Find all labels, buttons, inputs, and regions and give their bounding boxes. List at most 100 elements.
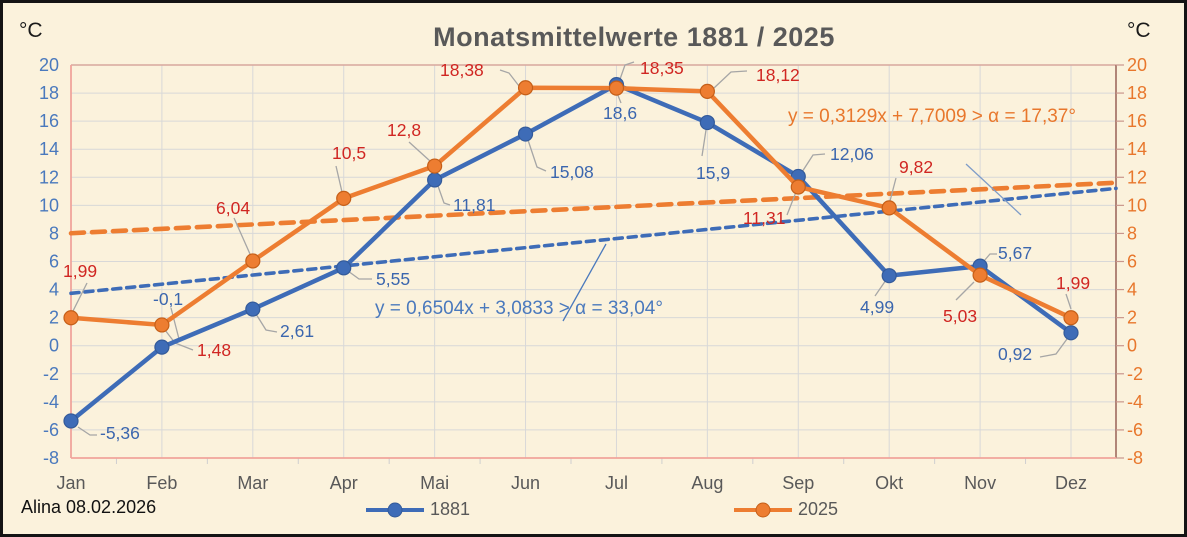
point-1881-Jan[interactable] xyxy=(63,413,79,429)
y-tick-label-left: 6 xyxy=(49,252,59,272)
y-tick-label-right: -4 xyxy=(1127,392,1143,412)
data-label-2025-Nov: 5,03 xyxy=(943,306,977,326)
y-tick-label-right: 4 xyxy=(1127,280,1137,300)
y-tick-label-left: 20 xyxy=(39,55,59,75)
point-2025-Feb[interactable] xyxy=(154,317,170,333)
data-label-2025-Jun: 18,38 xyxy=(440,60,484,80)
point-2025-Sep[interactable] xyxy=(790,179,806,195)
legend-label: 1881 xyxy=(430,499,471,519)
data-labels-1881: -5,36 -0,1 2,61 5,55 11,81 15,08 18,6 15,9 12,06… xyxy=(100,103,1032,443)
x-axis-label-Apr: Apr xyxy=(329,473,358,493)
y-tick-label-left: -6 xyxy=(43,420,59,440)
leader-line xyxy=(527,139,547,172)
point-1881-Aug[interactable] xyxy=(699,114,715,131)
series-1881 xyxy=(63,77,1079,429)
leader-line xyxy=(786,191,797,216)
data-label-1881-Mar: 2,61 xyxy=(280,321,314,341)
point-2025-Jan[interactable] xyxy=(63,310,79,326)
leader-line xyxy=(713,70,748,89)
legend-item-2025[interactable]: 2025 xyxy=(734,499,838,520)
leader-line xyxy=(499,69,520,87)
data-label-2025-Dez: 1,99 xyxy=(1056,273,1090,293)
point-1881-Apr[interactable] xyxy=(336,260,352,276)
legend-marker-2025 xyxy=(734,502,792,517)
y-tick-label-right: -2 xyxy=(1127,364,1143,384)
data-label-2025-Aug: 18,12 xyxy=(756,65,800,85)
trend-equation-2025: y = 0,3129x + 7,7009 > α = 17,37° xyxy=(788,106,1076,127)
data-label-2025-Okt: 9,82 xyxy=(899,157,933,177)
data-label-1881-Feb: -0,1 xyxy=(153,289,183,309)
x-axis-label-Aug: Aug xyxy=(691,473,724,493)
data-label-2025-Mar: 6,04 xyxy=(216,198,250,218)
y-tick-label-right: 12 xyxy=(1127,167,1147,187)
point-2025-Dez[interactable] xyxy=(1063,310,1079,326)
point-2025-Jun[interactable] xyxy=(517,80,534,96)
leader-line xyxy=(335,165,343,193)
point-2025-Nov[interactable] xyxy=(972,267,988,283)
x-axis-label-Okt: Okt xyxy=(875,473,904,493)
x-axis-label-Sep: Sep xyxy=(782,473,815,493)
data-label-2025-Jan: 1,99 xyxy=(63,261,97,281)
point-1881-Dez[interactable] xyxy=(1063,325,1079,341)
point-1881-Jun[interactable] xyxy=(517,126,534,142)
y-tick-label-right: -8 xyxy=(1127,448,1143,468)
y-tick-label-left: 0 xyxy=(49,336,59,356)
author-signature: Alina 08.02.2026 xyxy=(21,497,157,517)
leader-line xyxy=(1039,338,1068,358)
leader-line xyxy=(874,279,887,297)
y-tick-label-left: 12 xyxy=(39,167,59,187)
point-1881-Feb[interactable] xyxy=(154,339,170,355)
legend-label: 2025 xyxy=(798,499,839,519)
y-tick-label-left: -4 xyxy=(43,392,59,412)
series-line-2025[interactable] xyxy=(68,85,1074,328)
point-1881-Mar[interactable] xyxy=(245,301,261,317)
point-2025-Okt[interactable] xyxy=(881,200,897,216)
trendline-2025 xyxy=(68,180,1119,236)
data-label-2025-Mai: 12,8 xyxy=(387,120,421,140)
x-axis-label-Jan: Jan xyxy=(56,473,86,493)
data-label-1881-Jun: 15,08 xyxy=(550,162,594,182)
data-label-1881-Apr: 5,55 xyxy=(376,269,410,289)
point-2025-Aug[interactable] xyxy=(699,83,715,99)
leader-line xyxy=(255,313,278,333)
series-line-1881[interactable] xyxy=(68,82,1074,424)
data-label-1881-Jul: 18,6 xyxy=(603,103,637,123)
y-tick-label-left: 14 xyxy=(39,139,59,159)
point-2025-Apr[interactable] xyxy=(336,190,352,206)
point-2025-Jul[interactable] xyxy=(608,80,625,96)
y-tick-label-left: 8 xyxy=(49,223,59,243)
leader-line xyxy=(801,153,826,173)
point-1881-Mai[interactable] xyxy=(427,172,443,188)
data-label-1881-Nov: 5,67 xyxy=(998,243,1032,263)
y-tick-label-right: 20 xyxy=(1127,55,1147,75)
equation-callout-2025 xyxy=(965,163,1022,216)
legend-item-1881[interactable]: 1881 xyxy=(366,499,470,520)
point-2025-Mar[interactable] xyxy=(245,253,261,269)
y-tick-label-right: 0 xyxy=(1127,336,1137,356)
data-label-2025-Apr: 10,5 xyxy=(332,143,366,163)
y-tick-label-left: 2 xyxy=(49,308,59,328)
x-axis-label-Mar: Mar xyxy=(237,473,269,493)
data-label-2025-Sep: 11,31 xyxy=(743,208,786,228)
y-tick-label-right: 18 xyxy=(1127,83,1147,103)
x-axis-label-Mai: Mai xyxy=(420,473,450,493)
leader-line xyxy=(1065,293,1072,310)
y-tick-label-right: 2 xyxy=(1127,308,1137,328)
y-axis-unit-left: °C xyxy=(19,19,43,42)
y-tick-label-left: 4 xyxy=(49,280,59,300)
leader-line xyxy=(347,270,372,280)
y-tick-label-left: 16 xyxy=(39,111,59,131)
x-axis-label-Jun: Jun xyxy=(511,473,541,493)
leader-line xyxy=(77,426,97,436)
point-2025-Mai[interactable] xyxy=(427,158,443,174)
point-1881-Okt[interactable] xyxy=(881,268,897,284)
data-labels-2025: 1,99 1,48 6,04 10,5 12,8 18,38 18,35 18,12 11,31… xyxy=(63,58,1090,360)
data-label-1881-Dez: 0,92 xyxy=(998,344,1032,364)
leader-line xyxy=(955,281,975,301)
leader-line xyxy=(408,141,431,162)
y-tick-label-right: 14 xyxy=(1127,139,1147,159)
chart-title: Monatsmittelwerte 1881 / 2025 xyxy=(433,22,835,52)
data-label-2025-Jul: 18,35 xyxy=(640,58,684,78)
